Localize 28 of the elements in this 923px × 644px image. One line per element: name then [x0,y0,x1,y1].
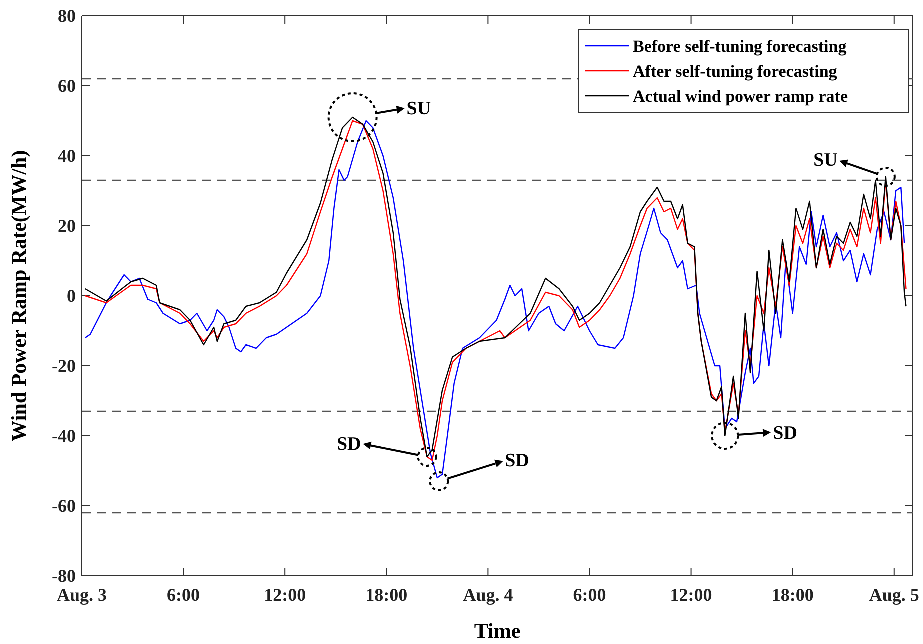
y-tick-label: 40 [58,146,76,166]
annotation: SD [336,434,362,455]
y-tick-label: -80 [52,566,76,586]
y-axis-title: Wind Power Ramp Rate(MW/h) [7,150,31,442]
x-tick-label: 12:00 [670,584,712,605]
annotation: SD [773,423,798,444]
annotation: SU [814,150,838,171]
x-tick-label: Aug. 5 [869,584,920,605]
y-tick-label: 80 [58,6,76,26]
y-tick-label: -60 [52,496,76,516]
legend-label: Before self-tuning forecasting [633,37,848,56]
x-axis-title: Time [474,619,521,643]
x-tick-label: 6:00 [573,584,606,605]
x-tick-label: 6:00 [167,584,200,605]
y-tick-label: -40 [52,426,76,446]
y-tick-label: 60 [58,76,76,96]
y-tick-label: 0 [67,286,76,306]
x-tick-label: 18:00 [366,584,408,605]
x-tick-label: 18:00 [772,584,814,605]
legend-label: After self-tuning forecasting [633,62,838,81]
legend-label: Actual wind power ramp rate [633,87,848,106]
annotation: SD [505,450,530,472]
y-tick-label: 20 [58,216,76,236]
annotation: SU [406,98,432,120]
x-tick-label: Aug. 4 [463,584,514,605]
x-tick-label: 12:00 [264,584,306,605]
y-tick-label: -20 [52,356,76,376]
x-tick-label: Aug. 3 [56,584,108,605]
